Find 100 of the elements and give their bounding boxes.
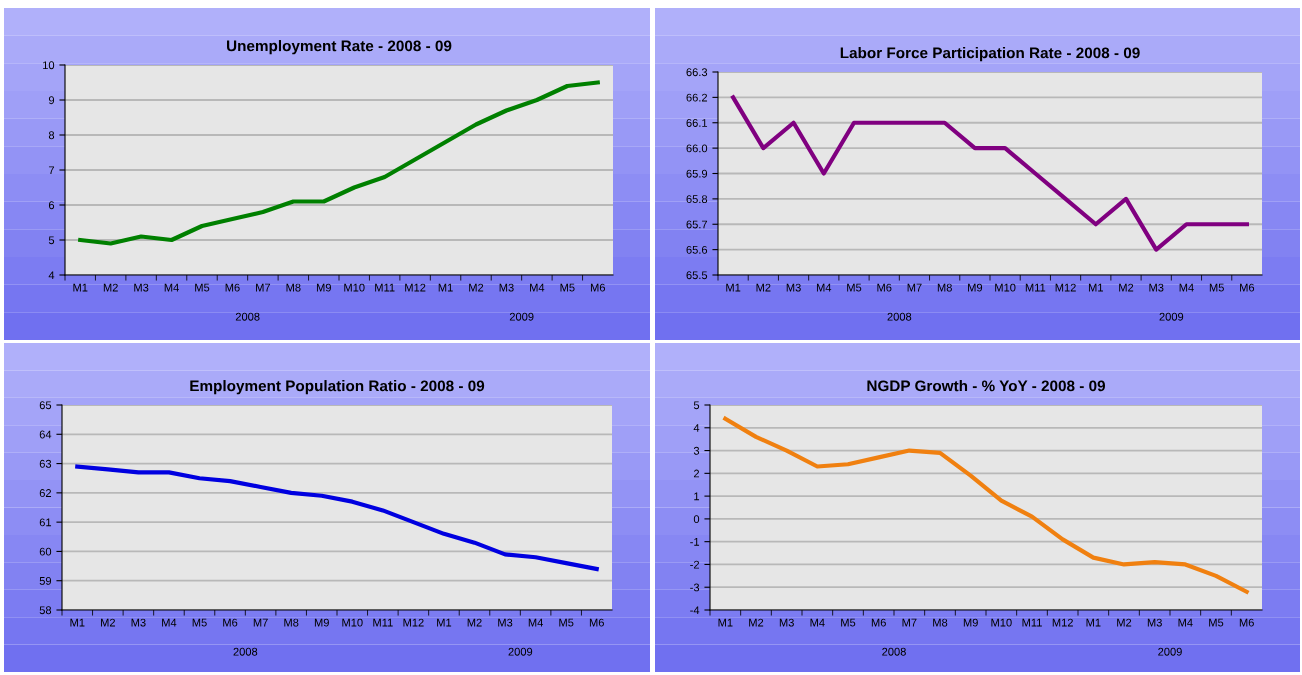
x-tick-label: M9 [316,283,331,292]
y-tick-label: 0 [693,515,700,524]
x-tick-label: M2 [469,283,484,292]
y-tick-label: 8 [48,131,55,140]
y-tick-label: 64 [39,430,52,439]
y-tick-label: 65.5 [686,271,708,280]
x-tick-label: M8 [933,618,948,627]
x-tick-label: M4 [816,283,832,292]
text: 2009 [1158,647,1182,656]
y-tick-label: 4 [693,424,700,432]
y-tick-label: 65 [39,401,52,410]
x-tick-label: M5 [192,618,207,627]
line-series [723,416,1249,594]
x-tick-label: M3 [499,283,514,292]
x-tick-label: M3 [134,283,149,292]
y-tick-label: -2 [690,560,700,569]
x-tick-label: M5 [1209,283,1224,292]
y-tick-label: 63 [39,459,52,468]
chart-title: NGDP Growth - % YoY - 2008 - 09 [867,380,1106,392]
y-tick-label: 61 [39,518,52,527]
x-tick-label: M1 [438,283,453,292]
x-tick-label: M6 [590,283,606,292]
x-tick-label: M3 [1147,618,1162,627]
line-series [731,95,1249,252]
text: 2008 [235,312,260,321]
text: 2009 [509,312,534,321]
x-tick-label: M11 [373,618,393,627]
y-tick-label: 4 [48,271,55,280]
x-tick-label: M1 [726,283,741,292]
x-tick-label: M4 [1179,283,1194,292]
x-tick-label: M9 [314,618,329,627]
x-tick-label: M12 [405,283,426,292]
x-tick-label: M12 [1055,283,1076,292]
chart-title: Employment Population Ratio - 2008 - 09 [190,380,485,395]
x-tick-label: M8 [937,283,952,292]
x-tick-label: M11 [1025,283,1046,292]
x-tick-label: M2 [467,618,482,627]
x-tick-label: M4 [810,618,825,627]
y-tick-label: 60 [39,547,52,556]
x-tick-label: M3 [131,618,146,627]
text: 2009 [508,647,533,656]
x-tick-label: M11 [1022,618,1042,627]
x-tick-label: M5 [847,283,862,292]
x-tick-label: M2 [749,618,764,627]
x-tick-label: M2 [103,283,118,292]
x-tick-label: M12 [403,618,424,627]
text: 2008 [887,312,912,321]
chart-title: Unemployment Rate - 2008 - 09 [227,40,452,55]
y-tick-label: -4 [690,606,700,615]
line-series [78,80,600,246]
x-tick-label: M3 [1149,283,1164,292]
y-tick-label: 66.3 [686,68,708,77]
x-tick-label: M4 [530,283,545,292]
y-tick-label: 6 [48,201,55,210]
y-tick-label: 59 [39,576,52,585]
y-tick-label: 65.7 [686,220,708,229]
text: 2008 [882,647,906,656]
y-tick-label: 66.1 [686,119,708,127]
x-tick-label: M10 [995,283,1016,292]
y-tick-label: 5 [48,236,55,245]
x-tick-label: M8 [286,283,301,292]
x-tick-label: M7 [256,283,271,292]
y-tick-label: 65.8 [686,195,708,204]
x-tick-label: M7 [902,618,917,627]
y-tick-label: 5 [693,401,700,410]
x-tick-label: M6 [877,283,892,292]
text: 2008 [233,647,258,656]
x-tick-label: M6 [589,618,604,627]
x-tick-label: M4 [1178,618,1193,627]
y-tick-label: 3 [693,446,700,455]
x-tick-label: M1 [437,618,452,627]
x-tick-label: M3 [498,618,513,627]
y-tick-label: 65.9 [686,169,708,178]
x-tick-label: M4 [164,283,179,292]
y-tick-label: 9 [48,96,55,105]
x-tick-label: M6 [1240,283,1255,292]
x-tick-label: M7 [907,283,922,292]
x-tick-label: M12 [1052,618,1073,627]
x-tick-label: M5 [559,618,574,627]
x-tick-label: M1 [1088,283,1103,292]
y-tick-label: 65.6 [686,245,708,254]
x-tick-label: M10 [991,618,1012,627]
y-tick-label: -1 [690,538,700,546]
x-tick-label: M6 [1239,618,1254,627]
y-tick-label: 66.0 [686,144,708,153]
x-tick-label: M11 [375,283,395,292]
y-tick-label: 58 [39,606,52,615]
line-series [75,464,599,572]
x-tick-label: M6 [223,618,238,627]
x-tick-label: M5 [1209,618,1224,627]
x-tick-label: M5 [560,283,575,292]
x-tick-label: M6 [871,618,886,627]
x-tick-label: M10 [342,618,363,627]
y-tick-label: 7 [48,166,55,175]
x-tick-label: M1 [70,618,85,627]
y-tick-label: 2 [693,469,700,478]
x-tick-label: M2 [756,283,771,292]
x-tick-label: M5 [841,618,856,627]
x-tick-label: M5 [195,283,210,292]
text: 2009 [1159,312,1184,321]
